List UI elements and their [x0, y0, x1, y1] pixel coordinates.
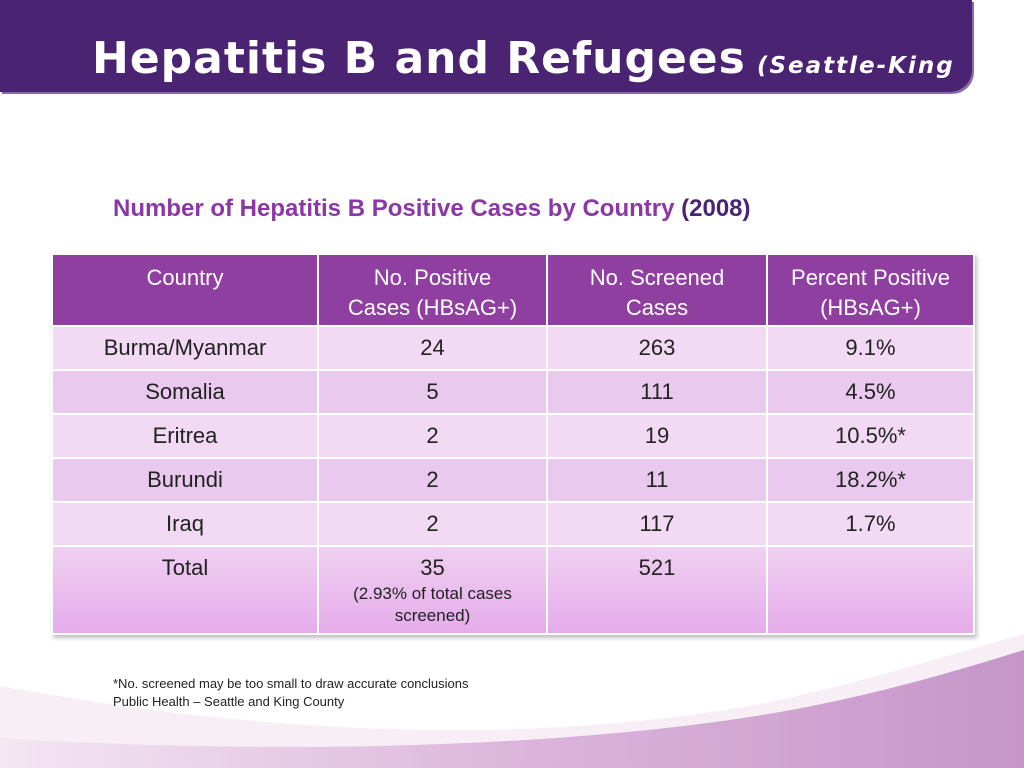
cases-table: Country No. Positive Cases (HBsAG+) No. … — [51, 253, 975, 635]
cell-screened: 111 — [546, 369, 768, 415]
header-country-label: Country — [146, 265, 224, 290]
table-row: Burundi 2 11 18.2%* — [51, 457, 975, 503]
header-positive-line2: Cases (HBsAG+) — [347, 295, 518, 320]
cell-country: Burma/Myanmar — [51, 325, 319, 371]
title-bar: Hepatitis B and Refugees (Seattle-King — [0, 0, 972, 92]
table-row: Iraq 2 117 1.7% — [51, 501, 975, 547]
header-screened-line1: No. Screened — [589, 265, 725, 290]
cell-positive: 2 — [317, 457, 548, 503]
table-caption: Number of Hepatitis B Positive Cases by … — [113, 195, 751, 223]
table-caption-text: Number of Hepatitis B Positive Cases by … — [113, 195, 675, 222]
header-positive-line1: No. Positive — [373, 265, 492, 290]
table-row: Eritrea 2 19 10.5%* — [51, 413, 975, 459]
decorative-wave — [0, 634, 1024, 768]
total-positive: 35 — [420, 555, 445, 580]
cell-percent: 9.1% — [766, 325, 975, 371]
total-label: Total — [51, 545, 319, 635]
header-percent: Percent Positive (HBsAG+) — [766, 253, 975, 327]
footnote-caveat: *No. screened may be too small to draw a… — [113, 676, 469, 691]
cell-screened: 11 — [546, 457, 768, 503]
total-positive-cell: 35 (2.93% of total cases screened) — [317, 545, 548, 635]
cell-positive: 2 — [317, 413, 548, 459]
cell-percent: 4.5% — [766, 369, 975, 415]
footnotes: *No. screened may be too small to draw a… — [113, 675, 469, 711]
slide-title-suffix: (Seattle-King — [756, 53, 955, 79]
cell-positive: 5 — [317, 369, 548, 415]
cell-country: Somalia — [51, 369, 319, 415]
cell-percent: 18.2%* — [766, 457, 975, 503]
cell-screened: 19 — [546, 413, 768, 459]
header-screened: No. Screened Cases — [546, 253, 768, 327]
slide-title-main: Hepatitis B and Refugees — [92, 33, 746, 84]
table-caption-year: (2008) — [681, 195, 751, 222]
header-percent-line1: Percent Positive — [791, 265, 950, 290]
header-screened-line2: Cases — [625, 295, 689, 320]
cell-country: Eritrea — [51, 413, 319, 459]
total-positive-note: (2.93% of total cases screened) — [353, 584, 512, 625]
cell-country: Burundi — [51, 457, 319, 503]
cell-screened: 263 — [546, 325, 768, 371]
total-percent — [766, 545, 975, 635]
table-total-row: Total 35 (2.93% of total cases screened)… — [51, 545, 975, 635]
footnote-source: Public Health – Seattle and King County — [113, 694, 345, 709]
header-country: Country — [51, 253, 319, 327]
cell-positive: 2 — [317, 501, 548, 547]
cell-screened: 117 — [546, 501, 768, 547]
header-percent-line2: (HBsAG+) — [820, 295, 921, 320]
table-row: Burma/Myanmar 24 263 9.1% — [51, 325, 975, 371]
table-header-row: Country No. Positive Cases (HBsAG+) No. … — [51, 253, 975, 327]
header-positive: No. Positive Cases (HBsAG+) — [317, 253, 548, 327]
table-row: Somalia 5 111 4.5% — [51, 369, 975, 415]
cell-percent: 10.5%* — [766, 413, 975, 459]
cell-positive: 24 — [317, 325, 548, 371]
slide-title: Hepatitis B and Refugees (Seattle-King — [92, 33, 955, 84]
total-screened: 521 — [546, 545, 768, 635]
cell-percent: 1.7% — [766, 501, 975, 547]
cell-country: Iraq — [51, 501, 319, 547]
